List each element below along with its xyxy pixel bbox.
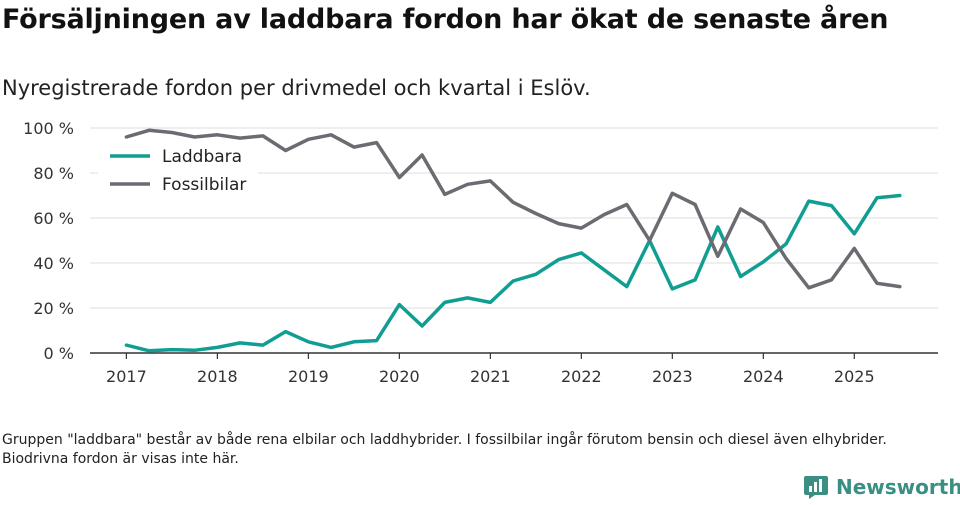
x-tick-label: 2023 — [652, 367, 693, 386]
y-tick-label: 0 % — [44, 344, 74, 363]
x-tick-label: 2022 — [561, 367, 602, 386]
newsworthy-logo[interactable]: Newsworthy — [803, 474, 960, 500]
chart-title: Försäljningen av laddbara fordon har öka… — [2, 4, 889, 35]
legend-label: Fossilbilar — [162, 175, 246, 195]
legend: Laddbara Fossilbilar — [98, 142, 258, 202]
legend-label: Laddbara — [162, 147, 242, 167]
x-tick-label: 2025 — [834, 367, 875, 386]
series-line-laddbara — [124, 193, 902, 353]
legend-background — [98, 142, 258, 202]
x-tick-label: 2020 — [379, 367, 420, 386]
x-tick-label: 2017 — [106, 367, 147, 386]
x-tick-label: 2019 — [288, 367, 329, 386]
y-tick-label: 40 % — [33, 254, 74, 273]
x-tick-label: 2021 — [470, 367, 511, 386]
series-line-fossilbilar — [124, 128, 902, 290]
line-chart: 0 % 20 % 40 % 60 % 80 % 100 % 2017 2018 2019 202… — [23, 119, 938, 386]
x-tick-label: 2018 — [197, 367, 238, 386]
x-axis-ticks: 2017 2018 2019 2020 2021 2022 2023 2024 2025 — [106, 353, 875, 386]
chart-subtitle: Nyregistrerade fordon per drivmedel och … — [2, 76, 591, 100]
y-tick-label: 80 % — [33, 164, 74, 183]
x-tick-label: 2024 — [743, 367, 784, 386]
series-lines — [124, 128, 902, 353]
y-tick-label: 20 % — [33, 299, 74, 318]
y-axis-ticks: 0 % 20 % 40 % 60 % 80 % 100 % — [23, 119, 74, 363]
footnote: Gruppen "laddbara" består av både rena e… — [2, 432, 887, 467]
brand-name: Newsworthy — [836, 475, 960, 499]
y-tick-label: 60 % — [33, 209, 74, 228]
y-tick-label: 100 % — [23, 119, 74, 138]
bar-chart-icon — [804, 476, 828, 499]
